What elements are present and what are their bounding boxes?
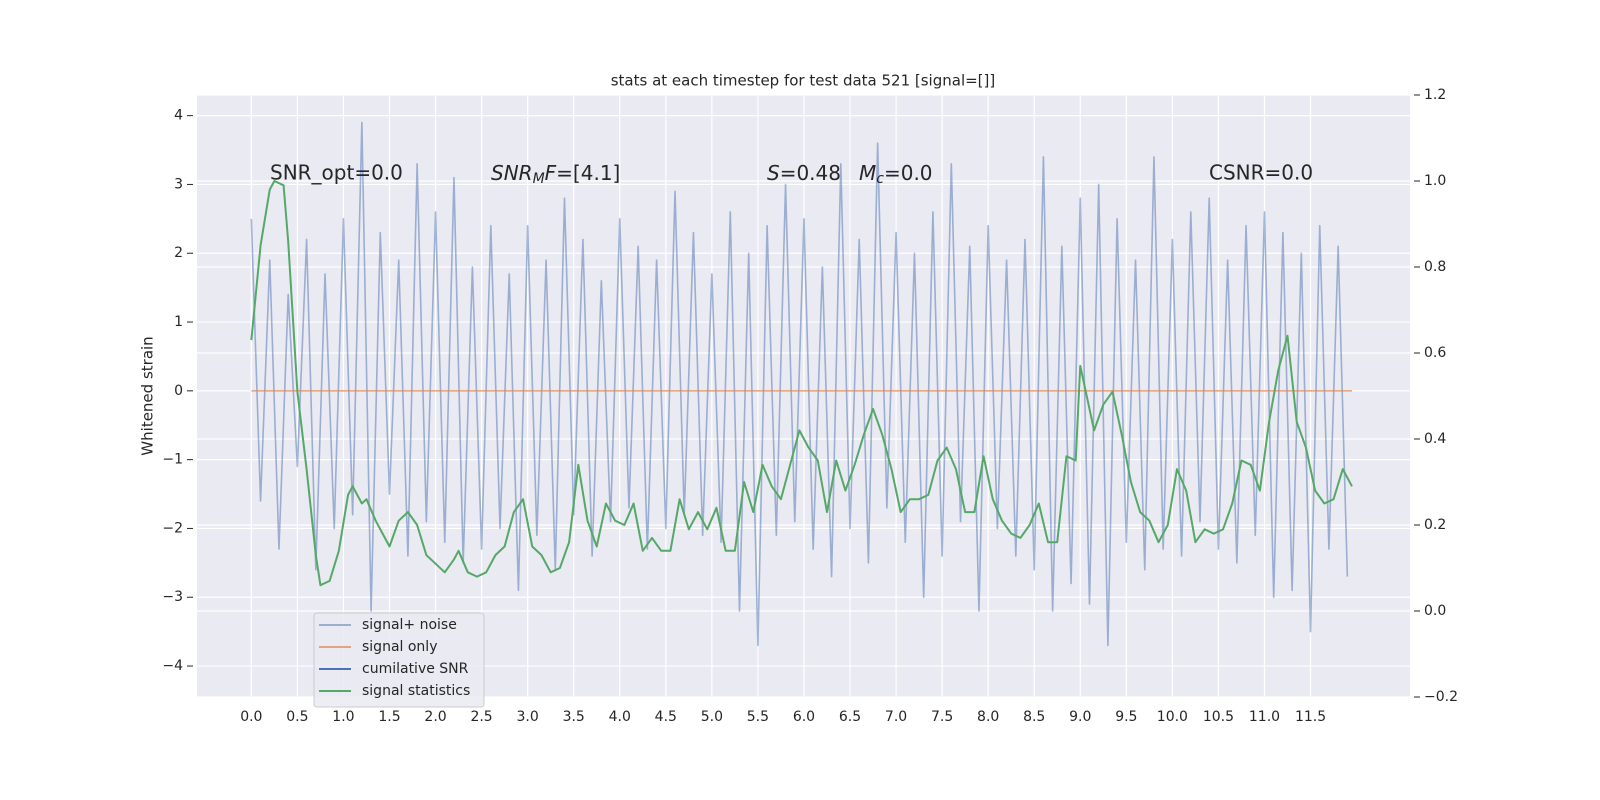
x-tick-label: 1.5 [378,709,400,725]
x-tick-label: 2.0 [424,709,446,725]
y-tick-label: −2 [162,520,183,536]
x-tick-label: 6.5 [839,709,861,725]
x-tick-label: 3.0 [517,709,539,725]
series-layer [250,121,1353,647]
annotation-part: S [767,161,780,185]
y-tick-label: 1 [174,314,183,330]
legend: signal+ noise signal only cumilative SNR si… [313,612,485,708]
y-axis-label: Whitened strain [139,336,157,455]
annotation-part: =[4.1] [556,161,620,185]
x-tick-label: 5.0 [701,709,723,725]
x-tick-label: 11.0 [1249,709,1280,725]
chart-title: stats at each timestep for test data 521… [611,72,996,90]
y2-tick-label: 0.8 [1424,259,1446,275]
legend-label: signal+ noise [362,617,457,633]
y-tick-label: 4 [174,108,183,124]
annotation-part: M [859,161,876,185]
y-tick-label: −4 [162,658,183,674]
y2-tick-label: 1.0 [1424,173,1446,189]
annotation-part: =0.48 [780,161,841,185]
x-tick-label: 6.0 [793,709,815,725]
x-tick-label: 7.0 [885,709,907,725]
y2-tick-label: 0.2 [1424,517,1446,533]
x-tick-label: 1.0 [332,709,354,725]
y2-tick-label: 1.2 [1424,87,1446,103]
annotation-part: F [545,161,557,185]
y2-tick-label: 0.6 [1424,345,1446,361]
x-tick-label: 0.5 [286,709,308,725]
annotation: SNRMF=[4.1] [491,161,620,188]
annotation-part: =0.0 [884,161,933,185]
annotation-part: M [533,171,545,187]
annotation: SNR_opt=0.0 [270,161,403,185]
x-tick-label: 5.5 [747,709,769,725]
x-tick-label: 10.5 [1203,709,1234,725]
x-tick-label: 8.0 [977,709,999,725]
axes: 0.0 0.5 1.0 1.5 2.0 2.5 3.0 3.5 4.0 4.5 5.0 5.5 6.0 6… [162,87,1458,725]
y-tick-label: 3 [174,176,183,192]
series-line [250,121,1349,647]
annotation: S=0.48 [767,161,841,185]
series-line [250,180,1353,587]
y2-tick-label: −0.2 [1424,689,1458,705]
x-tick-label: 8.5 [1023,709,1045,725]
x-tick-label: 10.0 [1157,709,1188,725]
y-tick-label: −1 [162,452,183,468]
y-tick-label: 2 [174,245,183,261]
x-tick-label: 9.5 [1115,709,1137,725]
x-tick-label: 11.5 [1295,709,1326,725]
annotation: CSNR=0.0 [1209,161,1313,185]
y-tick-label: −3 [162,589,183,605]
x-tick-label: 9.0 [1069,709,1091,725]
x-tick-label: 3.5 [563,709,585,725]
y2-tick-label: 0.4 [1424,431,1446,447]
annotation: Mc=0.0 [859,161,933,188]
x-tick-label: 7.5 [931,709,953,725]
legend-label: cumilative SNR [362,661,469,677]
legend-box [313,612,485,708]
x-tick-label: 2.5 [470,709,492,725]
grid [197,94,1410,698]
x-tick-label: 4.5 [655,709,677,725]
annotation-part: SNR [491,161,533,185]
x-tick-label: 4.0 [609,709,631,725]
y-tick-label: 0 [174,383,183,399]
annotation-part: c [876,171,884,187]
legend-label: signal statistics [362,683,470,699]
x-tick-label: 0.0 [240,709,262,725]
legend-label: signal only [362,639,437,655]
y2-tick-label: 0.0 [1424,603,1446,619]
